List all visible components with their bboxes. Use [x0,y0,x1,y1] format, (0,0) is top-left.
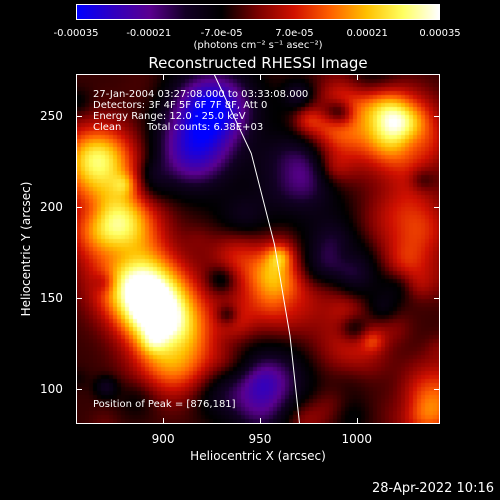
colorbar [76,4,440,20]
timestamp: 28-Apr-2022 10:16 [372,481,494,496]
colorbar-tick-label: -7.0e-05 [200,28,243,39]
colorbar-tick-label: 0.00035 [419,28,461,39]
x-tick-label: 950 [248,432,272,446]
annotation-energy: Energy Range: 12.0 - 25.0 keV [93,111,246,122]
annotation-method: Clean [93,122,122,133]
colorbar-tick-label: 7.0e-05 [275,28,314,39]
x-tick-mark [356,74,358,80]
y-tick-label: 250 [40,108,63,123]
annotation-time-range: 27-Jan-2004 03:27:08.000 to 03:33:08.000 [93,89,309,100]
y-tick-mark [76,207,82,209]
x-tick-mark [259,74,261,80]
x-tick-mark [163,74,165,80]
y-axis-label: Heliocentric Y (arcsec) [19,181,33,317]
x-axis-label: Heliocentric X (arcsec) [190,449,326,463]
heatmap-image [77,75,439,423]
y-tick-mark [76,389,82,391]
x-tick-label: 900 [151,432,175,446]
y-tick-mark [76,115,82,117]
x-tick-mark [356,418,358,424]
plot-area: 27-Jan-2004 03:27:08.000 to 03:33:08.000… [76,74,440,424]
x-tick-mark [259,418,261,424]
solar-limb [214,75,300,423]
y-tick-mark [76,298,82,300]
y-tick-mark [434,389,440,391]
colorbar-tick-label: 0.00021 [346,28,388,39]
y-tick-label: 200 [40,200,63,215]
annotation-total-counts: Total counts: 6.38E+03 [147,122,264,133]
colorbar-tick-label: -0.00021 [126,28,172,39]
y-tick-mark [434,115,440,117]
annotation-peak: Position of Peak = [876,181] [93,399,236,410]
y-tick-label: 150 [40,291,63,306]
y-tick-mark [434,298,440,300]
y-tick-label: 100 [40,382,63,397]
x-tick-label: 1000 [341,432,373,446]
y-tick-mark [434,207,440,209]
x-tick-mark [163,418,165,424]
colorbar-units: (photons cm⁻² s⁻¹ asec⁻²) [193,40,323,51]
chart-title: Reconstructed RHESSI Image [148,54,368,72]
colorbar-tick-label: -0.00035 [53,28,99,39]
limb-line [214,75,300,423]
annotation-detectors: Detectors: 3F 4F 5F 6F 7F 8F, Att 0 [93,100,268,111]
